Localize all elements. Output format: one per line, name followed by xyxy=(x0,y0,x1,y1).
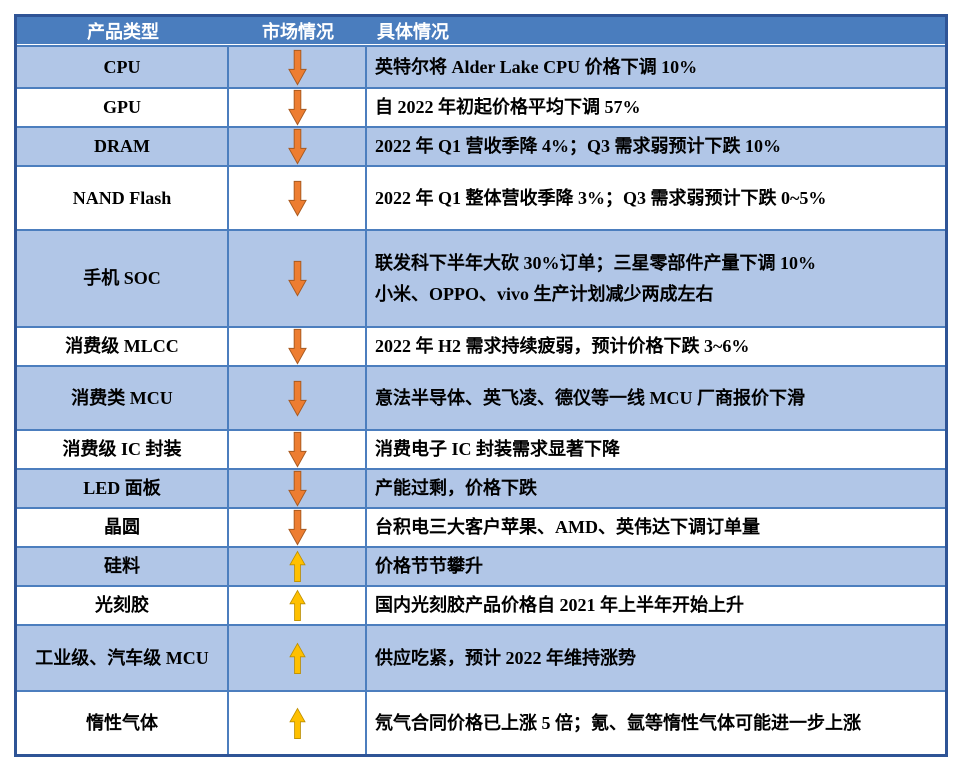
product-cell: CPU xyxy=(17,47,229,87)
product-cell: LED 面板 xyxy=(17,470,229,507)
detail-cell: 意法半导体、英飞凌、德仪等一线 MCU 厂商报价下滑 xyxy=(367,367,945,429)
market-cell xyxy=(229,509,367,546)
detail-cell: 自 2022 年初起价格平均下调 57% xyxy=(367,89,945,126)
market-cell xyxy=(229,128,367,165)
up-arrow-icon xyxy=(288,642,306,674)
header-product-type: 产品类型 xyxy=(87,21,159,42)
down-arrow-icon xyxy=(287,180,307,217)
detail-text: 2022 年 Q1 整体营收季降 3%；Q3 需求弱预计下跌 0~5% xyxy=(375,187,827,208)
table-row-nand-flash: NAND Flash 2022 年 Q1 整体营收季降 3%；Q3 需求弱预计下… xyxy=(17,165,945,229)
detail-text: 产能过剩，价格下跌 xyxy=(375,478,537,498)
down-arrow-icon xyxy=(287,380,307,417)
product-cell: 手机 SOC xyxy=(17,231,229,326)
table-row-polysilicon: 硅料 价格节节攀升 xyxy=(17,546,945,585)
market-cell xyxy=(229,47,367,87)
detail-cell: 产能过剩，价格下跌 xyxy=(367,470,945,507)
detail-cell: 供应吃紧，预计 2022 年维持涨势 xyxy=(367,626,945,690)
market-cell xyxy=(229,328,367,365)
detail-text: 联发科下半年大砍 30%订单；三星零部件产量下调 10% xyxy=(375,252,816,273)
up-arrow-icon xyxy=(288,707,306,739)
detail-text: 台积电三大客户苹果、AMD、英伟达下调订单量 xyxy=(375,517,760,537)
header-details: 具体情况 xyxy=(377,21,449,42)
header-market-status: 市场情况 xyxy=(262,21,334,42)
market-cell xyxy=(229,626,367,690)
detail-cell: 国内光刻胶产品价格自 2021 年上半年开始上升 xyxy=(367,587,945,624)
table-row-consumer-mlcc: 消费级 MLCC 2022 年 H2 需求持续疲弱，预计价格下跌 3~6% xyxy=(17,326,945,365)
down-arrow-icon xyxy=(287,128,307,165)
detail-cell: 联发科下半年大砍 30%订单；三星零部件产量下调 10% 小米、OPPO、viv… xyxy=(367,231,945,326)
table-row-inert-gases: 惰性气体 氖气合同价格已上涨 5 倍；氪、氩等惰性气体可能进一步上涨 xyxy=(17,690,945,754)
market-cell xyxy=(229,470,367,507)
product-cell: DRAM xyxy=(17,128,229,165)
detail-text: 自 2022 年初起价格平均下调 57% xyxy=(375,97,641,117)
detail-text: 英特尔将 Alder Lake CPU 价格下调 10% xyxy=(375,56,698,77)
down-arrow-icon xyxy=(287,49,307,86)
market-cell xyxy=(229,548,367,585)
table-row-industrial-automotive-mcu: 工业级、汽车级 MCU 供应吃紧，预计 2022 年维持涨势 xyxy=(17,624,945,690)
detail-text: 消费电子 IC 封装需求显著下降 xyxy=(375,439,621,459)
detail-text: 供应吃紧，预计 2022 年维持涨势 xyxy=(375,647,636,668)
detail-text: 意法半导体、英飞凌、德仪等一线 MCU 厂商报价下滑 xyxy=(375,387,805,408)
product-cell: 硅料 xyxy=(17,548,229,585)
market-status-table: 产品类型 市场情况 具体情况 CPU 英特尔将 Alder Lake CPU 价… xyxy=(14,14,948,757)
table-row-led-panel: LED 面板 产能过剩，价格下跌 xyxy=(17,468,945,507)
detail-cell: 价格节节攀升 xyxy=(367,548,945,585)
table-row-dram: DRAM 2022 年 Q1 营收季降 4%；Q3 需求弱预计下跌 10% xyxy=(17,126,945,165)
market-cell xyxy=(229,89,367,126)
table-row-consumer-ic-packaging: 消费级 IC 封装 消费电子 IC 封装需求显著下降 xyxy=(17,429,945,468)
product-cell: GPU xyxy=(17,89,229,126)
detail-cell: 消费电子 IC 封装需求显著下降 xyxy=(367,431,945,468)
detail-text: 2022 年 H2 需求持续疲弱，预计价格下跌 3~6% xyxy=(375,336,750,356)
product-cell: 晶圆 xyxy=(17,509,229,546)
market-cell xyxy=(229,167,367,229)
down-arrow-icon xyxy=(287,470,307,507)
detail-text: 价格节节攀升 xyxy=(375,556,483,576)
table-row-wafer: 晶圆 台积电三大客户苹果、AMD、英伟达下调订单量 xyxy=(17,507,945,546)
detail-cell: 2022 年 Q1 整体营收季降 3%；Q3 需求弱预计下跌 0~5% xyxy=(367,167,945,229)
detail-cell: 2022 年 H2 需求持续疲弱，预计价格下跌 3~6% xyxy=(367,328,945,365)
product-cell: NAND Flash xyxy=(17,167,229,229)
down-arrow-icon xyxy=(287,509,307,546)
product-cell: 消费级 IC 封装 xyxy=(17,431,229,468)
down-arrow-icon xyxy=(287,89,307,126)
market-cell xyxy=(229,367,367,429)
table-row-consumer-mcu: 消费类 MCU 意法半导体、英飞凌、德仪等一线 MCU 厂商报价下滑 xyxy=(17,365,945,429)
up-arrow-icon xyxy=(288,550,306,582)
table-row-photoresist: 光刻胶 国内光刻胶产品价格自 2021 年上半年开始上升 xyxy=(17,585,945,624)
down-arrow-icon xyxy=(287,328,307,365)
market-cell xyxy=(229,587,367,624)
product-cell: 惰性气体 xyxy=(17,692,229,754)
product-cell: 工业级、汽车级 MCU xyxy=(17,626,229,690)
down-arrow-icon xyxy=(287,431,307,468)
product-cell: 光刻胶 xyxy=(17,587,229,624)
detail-text: 2022 年 Q1 营收季降 4%；Q3 需求弱预计下跌 10% xyxy=(375,136,782,156)
detail-text: 国内光刻胶产品价格自 2021 年上半年开始上升 xyxy=(375,595,744,615)
detail-text-line2: 小米、OPPO、vivo 生产计划减少两成左右 xyxy=(375,283,714,304)
market-cell xyxy=(229,692,367,754)
detail-cell: 氖气合同价格已上涨 5 倍；氪、氩等惰性气体可能进一步上涨 xyxy=(367,692,945,754)
table-row-cpu: CPU 英特尔将 Alder Lake CPU 价格下调 10% xyxy=(17,45,945,87)
market-cell xyxy=(229,231,367,326)
detail-text: 氖气合同价格已上涨 5 倍；氪、氩等惰性气体可能进一步上涨 xyxy=(375,712,861,733)
table-row-mobile-soc: 手机 SOC 联发科下半年大砍 30%订单；三星零部件产量下调 10% 小米、O… xyxy=(17,229,945,326)
detail-cell: 台积电三大客户苹果、AMD、英伟达下调订单量 xyxy=(367,509,945,546)
detail-cell: 2022 年 Q1 营收季降 4%；Q3 需求弱预计下跌 10% xyxy=(367,128,945,165)
table-row-gpu: GPU 自 2022 年初起价格平均下调 57% xyxy=(17,87,945,126)
down-arrow-icon xyxy=(287,260,307,297)
up-arrow-icon xyxy=(288,589,306,621)
market-cell xyxy=(229,431,367,468)
table-header: 产品类型 市场情况 具体情况 xyxy=(17,17,945,45)
product-cell: 消费级 MLCC xyxy=(17,328,229,365)
product-cell: 消费类 MCU xyxy=(17,367,229,429)
detail-cell: 英特尔将 Alder Lake CPU 价格下调 10% xyxy=(367,47,945,87)
